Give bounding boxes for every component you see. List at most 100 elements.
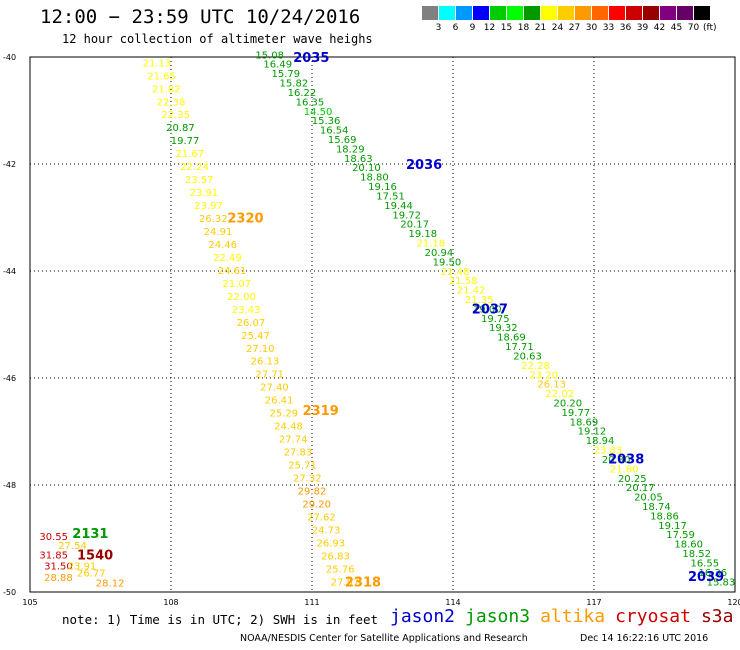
legend-swatch [575, 6, 592, 20]
wave-height-value: 22.24 [180, 162, 209, 173]
wave-height-value: 19.50 [433, 257, 462, 268]
wave-height-value: 27.54 [58, 541, 87, 552]
wave-height-value: 16.22 [288, 88, 317, 99]
wave-height-value: 20.94 [425, 248, 454, 259]
legend-swatch [422, 6, 439, 20]
wave-height-value: 19.00 [473, 304, 502, 315]
legend-label: 42 [653, 23, 666, 33]
wave-height-value: 28.12 [96, 578, 125, 589]
wave-height-value: 21.80 [610, 464, 639, 475]
wave-height-value: 15.36 [312, 116, 341, 127]
wave-height-value: 27.57 [331, 577, 360, 588]
wave-height-value: 23.91 [190, 188, 219, 199]
legend-swatch [660, 6, 677, 20]
wave-height-value: 27.32 [293, 474, 322, 485]
legend-swatches [422, 6, 711, 20]
wave-height-value: 16.36 [699, 568, 728, 579]
wave-height-value: 26.83 [321, 551, 350, 562]
wave-height-value: 31.85 [39, 551, 68, 562]
legend-swatch [473, 6, 490, 20]
wave-height-value: 15.82 [280, 79, 309, 90]
wave-height-value: 28.88 [44, 573, 73, 584]
wave-height-value: 23.57 [185, 175, 214, 186]
wave-height-value: 19.72 [392, 210, 421, 221]
wave-height-value: 20.63 [513, 351, 542, 362]
legend-label: 30 [585, 23, 598, 33]
wave-height-value: 24.46 [208, 240, 237, 251]
lat-tick-label: -48 [3, 481, 16, 490]
wave-height-value: 21.82 [152, 84, 181, 95]
wave-height-value: 18.80 [360, 173, 389, 184]
wave-height-value: 21.42 [457, 286, 486, 297]
wave-height-value: 20.05 [634, 493, 663, 504]
wave-height-value: 31.50 [44, 561, 73, 572]
wave-height-value: 22.49 [213, 253, 242, 264]
wave-height-value: 16.54 [320, 126, 349, 137]
wave-height-value: 18.74 [642, 502, 671, 513]
legend-label: 18 [517, 23, 530, 33]
wave-height-value: 19.75 [481, 314, 510, 325]
legend-swatch [456, 6, 473, 20]
pass-number-label: 2035 [293, 51, 329, 66]
wave-height-value: 26.07 [237, 318, 266, 329]
legend-swatch [626, 6, 643, 20]
lat-tick-label: -40 [3, 53, 16, 62]
wave-height-value: 27.74 [279, 435, 308, 446]
wave-height-value: 15.83 [707, 577, 736, 588]
legend-label: 70 [687, 23, 700, 33]
wave-height-value: 15.08 [255, 50, 284, 61]
map-frame [29, 56, 736, 593]
wave-height-value: 18.86 [650, 511, 679, 522]
wave-height-value: 21.48 [441, 267, 470, 278]
legend-swatch [541, 6, 558, 20]
wave-height-value: 15.79 [271, 69, 300, 80]
wave-height-value: 18.63 [344, 154, 373, 165]
legend-label: 3 [435, 23, 442, 33]
wave-height-value: 21.07 [222, 279, 251, 290]
wave-height-value: 26.77 [77, 569, 106, 580]
wave-height-value: 18.69 [497, 333, 526, 344]
wave-height-value: 25.29 [269, 409, 298, 420]
legend-label: 27 [568, 23, 581, 33]
wave-height-value: 20.87 [166, 123, 195, 134]
wave-height-value: 26.93 [316, 538, 345, 549]
lat-tick-label: -50 [3, 588, 16, 597]
wave-height-value: 24.48 [274, 422, 303, 433]
legend-swatch [558, 6, 575, 20]
lon-tick-label: 105 [22, 598, 37, 607]
wave-height-value: 27.10 [246, 344, 275, 355]
pass-number-label: 2318 [345, 575, 381, 590]
wave-height-value: 17.51 [376, 191, 405, 202]
wave-height-value: 20.80 [602, 455, 631, 466]
wave-height-value: 24.91 [204, 227, 233, 238]
satellite-jason3: jason3 [465, 606, 531, 627]
lon-tick-label: 114 [445, 598, 460, 607]
pass-number-label: 2131 [72, 527, 108, 542]
wave-height-value: 23.83 [594, 446, 623, 457]
legend-label: 24 [551, 23, 564, 33]
legend-unit: (ft) [703, 23, 717, 33]
lat-tick-label: -46 [3, 374, 16, 383]
wave-height-value: 26.13 [251, 357, 280, 368]
map-subtitle: 12 hour collection of altimeter wave hei… [62, 32, 373, 46]
pass-number-label: 2320 [227, 212, 263, 227]
lon-tick-label: 120 [727, 598, 740, 607]
legend-label: 33 [602, 23, 615, 33]
wave-height-value: 29.20 [302, 499, 331, 510]
wave-height-value: 27.62 [307, 512, 336, 523]
satellite-cryosat: cryosat [615, 606, 691, 627]
wave-height-value: 23.20 [529, 370, 558, 381]
wave-height-value: 23.97 [194, 201, 223, 212]
legend-label: 21 [534, 23, 547, 33]
pass-number-label: 2036 [406, 158, 442, 173]
wave-height-value: 26.32 [199, 214, 228, 225]
wave-height-value: 23.43 [232, 305, 261, 316]
wave-height-value: 21.58 [449, 276, 478, 287]
footer-credit: NOAA/NESDIS Center for Satellite Applica… [240, 633, 528, 644]
wave-height-value: 21.67 [175, 149, 204, 160]
wave-height-value: 21.65 [147, 71, 176, 82]
wave-height-value: 18.52 [682, 549, 711, 560]
wave-height-value: 22.38 [157, 97, 186, 108]
satellite-s3a: s3a [700, 606, 734, 627]
satellite-jason2: jason2 [390, 606, 456, 627]
